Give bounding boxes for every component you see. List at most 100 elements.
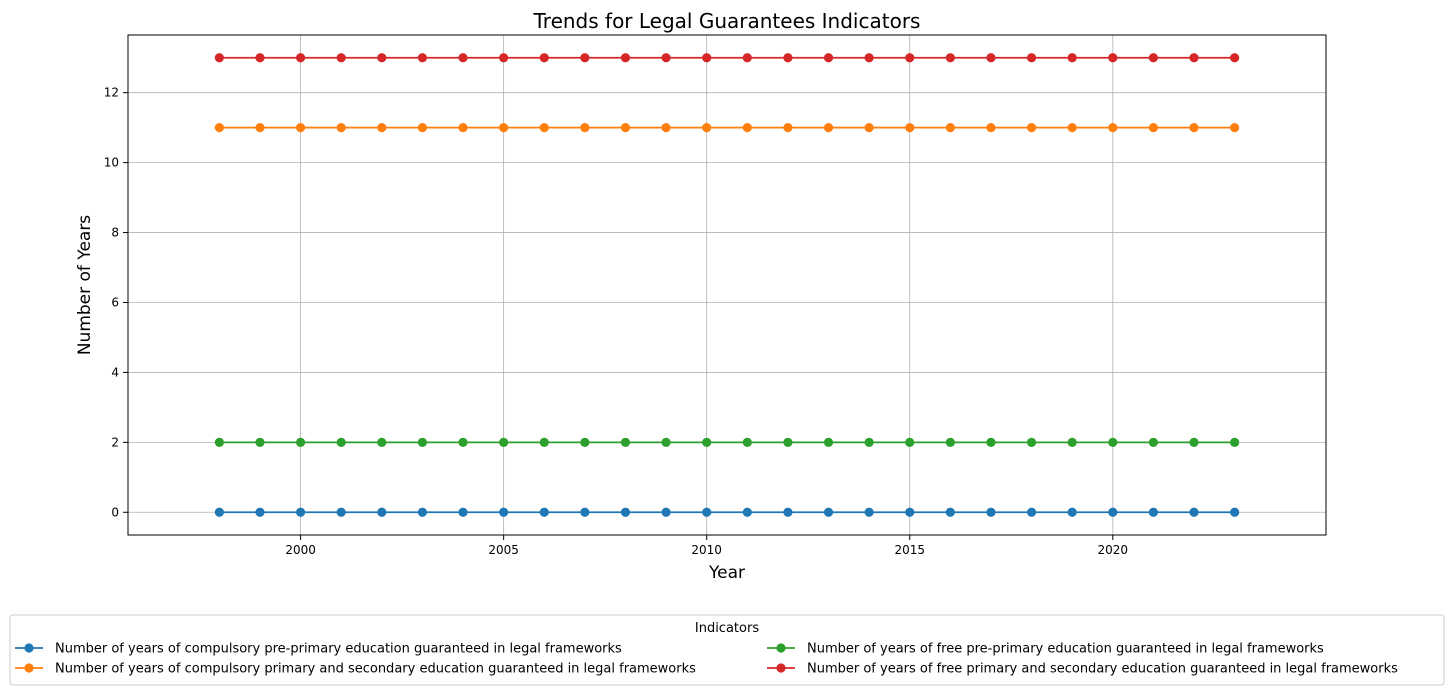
legend-entry: Number of years of free primary and seco… xyxy=(767,662,1398,677)
data-point xyxy=(905,507,915,517)
data-point xyxy=(458,123,468,133)
legend-marker xyxy=(776,663,786,673)
data-point xyxy=(1148,123,1159,133)
legend-entries: Number of years of compulsory pre-primar… xyxy=(15,642,1398,677)
x-tick-label: 2005 xyxy=(488,543,519,557)
data-point xyxy=(377,53,387,63)
data-point xyxy=(377,437,387,447)
data-point xyxy=(458,437,468,447)
data-point xyxy=(945,437,955,447)
data-point xyxy=(702,53,712,63)
data-point xyxy=(823,123,834,133)
data-point xyxy=(661,123,671,133)
data-point xyxy=(1148,53,1159,63)
legend-label: Number of years of free primary and seco… xyxy=(807,662,1398,677)
legend-marker xyxy=(776,643,786,653)
series-4 xyxy=(214,53,1240,63)
series-layer xyxy=(214,53,1240,517)
data-point xyxy=(945,53,955,63)
data-point xyxy=(661,53,671,63)
plot-frame xyxy=(127,34,1327,536)
data-point xyxy=(377,123,387,133)
data-point xyxy=(823,437,834,447)
data-point xyxy=(580,507,590,517)
legend-entry: Number of years of compulsory pre-primar… xyxy=(15,642,622,657)
data-point xyxy=(905,123,915,133)
data-point xyxy=(580,123,590,133)
data-point xyxy=(499,507,509,517)
legend-label: Number of years of free pre-primary educ… xyxy=(807,642,1324,657)
legend-box xyxy=(9,614,1445,686)
data-point xyxy=(864,53,874,63)
data-point xyxy=(1067,507,1077,517)
legend: Indicators Number of years of compulsory… xyxy=(9,614,1445,686)
data-point xyxy=(864,437,874,447)
x-tick-label: 2015 xyxy=(894,543,925,557)
data-point xyxy=(783,507,793,517)
data-point xyxy=(214,53,224,63)
data-point xyxy=(499,123,509,133)
data-point xyxy=(783,437,793,447)
data-point xyxy=(1108,123,1118,133)
data-point xyxy=(1067,437,1077,447)
data-point xyxy=(295,437,306,447)
data-point xyxy=(986,507,996,517)
data-point xyxy=(1189,123,1199,133)
data-point xyxy=(742,123,752,133)
data-point xyxy=(1026,437,1037,447)
data-point xyxy=(742,507,752,517)
data-point xyxy=(1189,507,1199,517)
legend-entry: Number of years of free pre-primary educ… xyxy=(767,642,1324,657)
data-point xyxy=(986,53,996,63)
data-point xyxy=(214,123,224,133)
data-point xyxy=(823,53,834,63)
legend-entry: Number of years of compulsory primary an… xyxy=(15,662,696,677)
data-point xyxy=(945,507,955,517)
data-point xyxy=(336,53,346,63)
grid xyxy=(128,35,1326,535)
chart-title: Trends for Legal Guarantees Indicators xyxy=(533,9,921,33)
data-point xyxy=(742,53,752,63)
data-point xyxy=(620,437,631,447)
x-tick-label: 2000 xyxy=(285,543,316,557)
data-point xyxy=(499,53,509,63)
data-point xyxy=(1148,437,1159,447)
data-point xyxy=(905,53,915,63)
data-point xyxy=(336,507,346,517)
data-point xyxy=(336,123,346,133)
data-point xyxy=(1026,507,1037,517)
data-point xyxy=(458,507,468,517)
data-point xyxy=(1189,53,1199,63)
data-point xyxy=(620,123,631,133)
data-point xyxy=(986,437,996,447)
data-point xyxy=(620,507,631,517)
data-point xyxy=(864,507,874,517)
x-tick-label: 2020 xyxy=(1098,543,1129,557)
data-point xyxy=(295,53,306,63)
series-3 xyxy=(214,437,1240,447)
data-point xyxy=(1230,53,1240,63)
data-point xyxy=(661,507,671,517)
data-point xyxy=(336,437,346,447)
series-1 xyxy=(214,507,1240,517)
data-point xyxy=(417,437,428,447)
data-point xyxy=(255,437,265,447)
data-point xyxy=(1230,437,1240,447)
data-point xyxy=(702,123,712,133)
y-tick-label: 2 xyxy=(111,435,119,449)
data-point xyxy=(905,437,915,447)
data-point xyxy=(1230,123,1240,133)
legend-marker xyxy=(24,663,34,673)
data-point xyxy=(539,507,549,517)
data-point xyxy=(986,123,996,133)
data-point xyxy=(1189,437,1199,447)
y-tick-label: 12 xyxy=(104,86,119,100)
data-point xyxy=(417,123,428,133)
x-axis-label: Year xyxy=(708,563,745,583)
data-point xyxy=(702,437,712,447)
y-tick-label: 6 xyxy=(111,295,119,309)
legend-marker xyxy=(24,643,34,653)
data-point xyxy=(1067,53,1077,63)
data-point xyxy=(417,507,428,517)
data-point xyxy=(1148,507,1159,517)
